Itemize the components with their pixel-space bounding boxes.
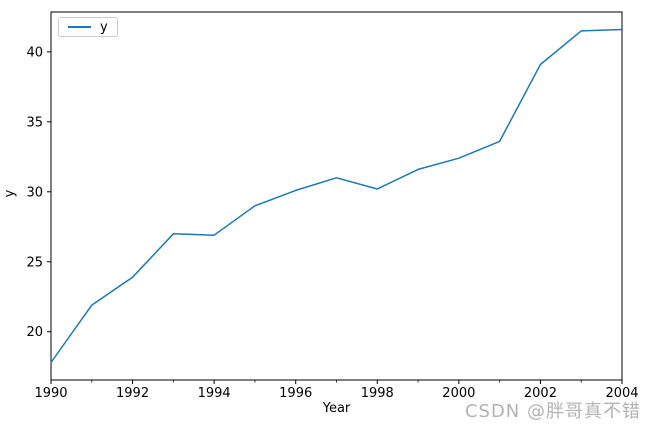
x-axis-label: Year — [322, 401, 351, 416]
y-tick-label: 40 — [26, 45, 43, 60]
x-tick-label: 2000 — [442, 386, 475, 401]
legend-label: y — [100, 19, 108, 35]
x-tick-label: 1990 — [34, 386, 67, 401]
x-tick-label: 2004 — [605, 386, 638, 401]
y-axis-label: y — [2, 189, 18, 198]
y-tick-label: 20 — [26, 325, 43, 340]
legend-line-sample — [68, 26, 91, 28]
x-tick-label: 1994 — [198, 386, 231, 401]
data-line-y — [50, 28, 623, 363]
x-tick-label: 1992 — [116, 386, 149, 401]
y-tick-label: 30 — [26, 185, 43, 200]
y-tick-label: 25 — [26, 255, 43, 270]
legend: y — [58, 17, 118, 37]
plot-border — [50, 11, 623, 381]
y-tick-label: 35 — [26, 115, 43, 130]
x-tick-label: 1998 — [361, 386, 394, 401]
x-tick-label: 1996 — [279, 386, 312, 401]
x-tick-label: 2002 — [524, 386, 557, 401]
watermark: CSDN @胖哥真不错 — [464, 401, 641, 422]
